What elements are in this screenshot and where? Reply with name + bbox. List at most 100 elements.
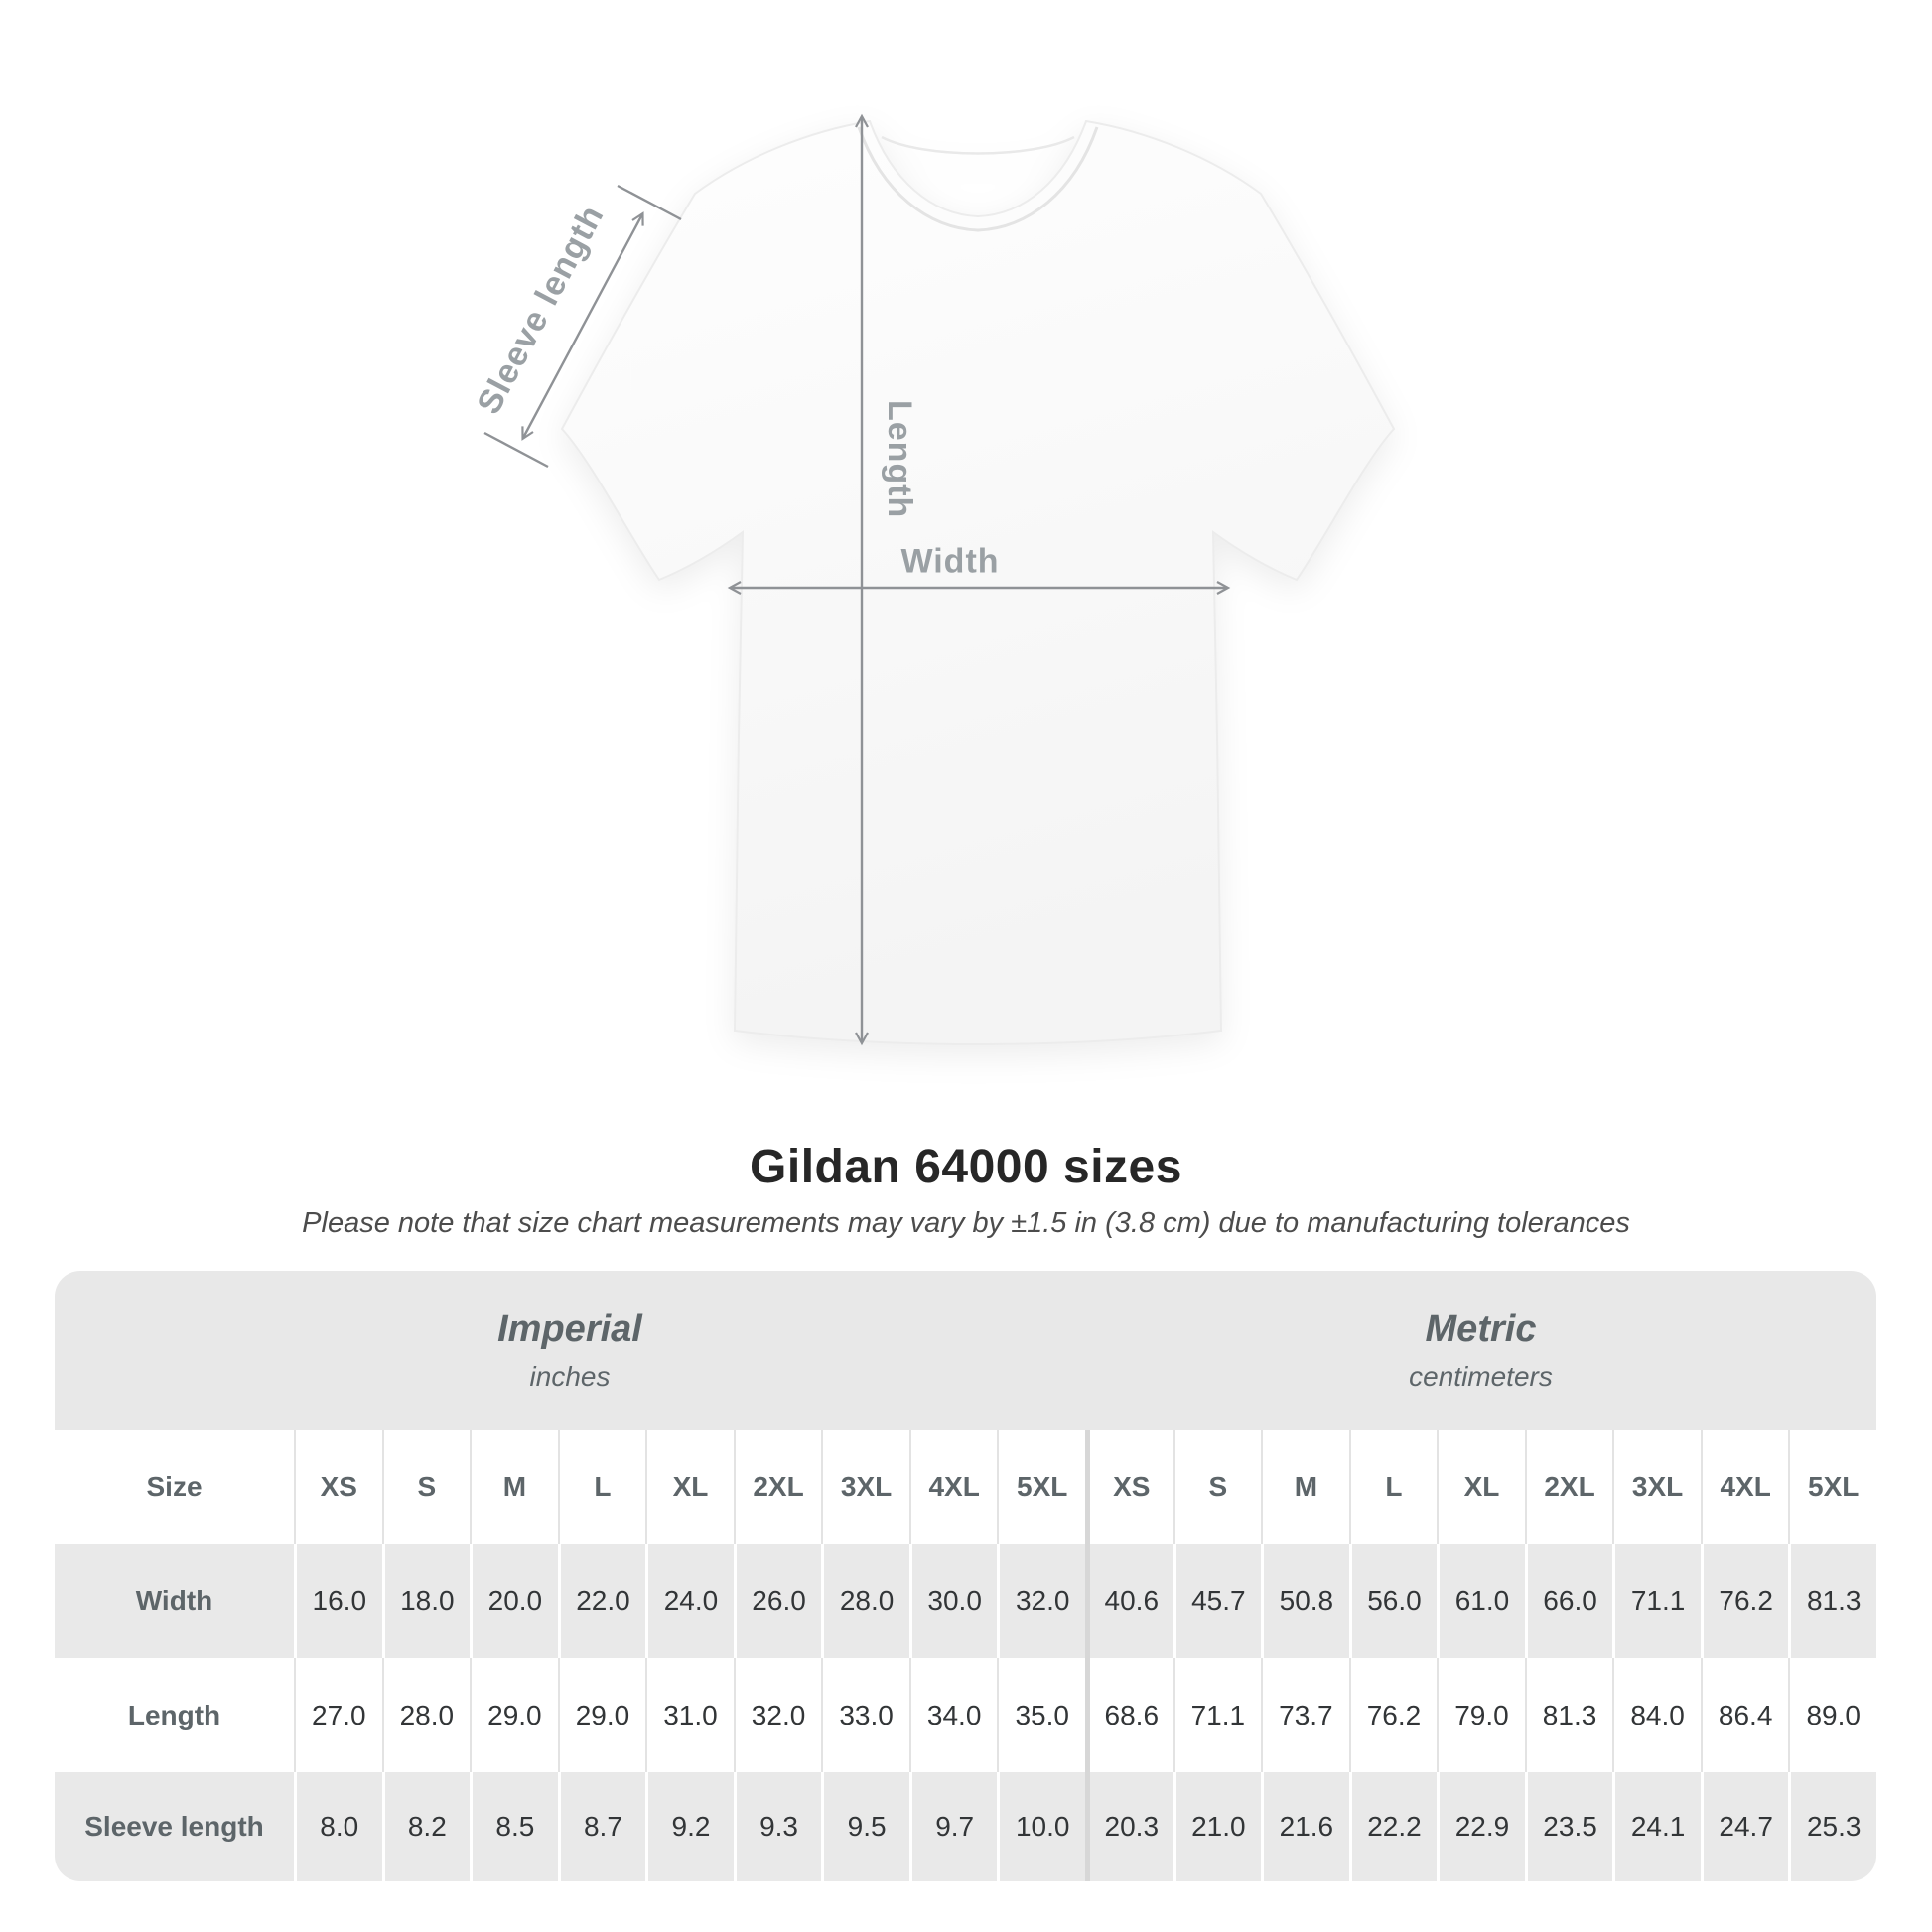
table-unit-header: Imperial inches Metric centimeters: [55, 1271, 1876, 1430]
value-cell: 24.7: [1700, 1772, 1789, 1881]
value-cell: 9.7: [908, 1772, 998, 1881]
value-cell: 32.0: [733, 1658, 822, 1772]
value-cell: 28.0: [381, 1658, 471, 1772]
value-cell: 24.0: [645, 1544, 734, 1658]
value-cell: 22.0: [557, 1544, 646, 1658]
tshirt-measurement-diagram: Sleeve length Length Width: [470, 113, 1396, 1046]
value-cell: 24.1: [1612, 1772, 1701, 1881]
value-cell: 8.0: [294, 1772, 382, 1881]
sleeve-dimension-line: [521, 211, 644, 441]
value-cell: 9.3: [733, 1772, 822, 1881]
row-label: Width: [135, 1585, 213, 1616]
value-cell: 40.6: [1085, 1544, 1173, 1658]
value-cell: 8.2: [381, 1772, 471, 1881]
value-cell: 25.3: [1788, 1772, 1876, 1881]
value-cell: 20.0: [470, 1544, 558, 1658]
size-col-header: 5XL: [997, 1430, 1085, 1544]
tshirt-image: [483, 113, 1396, 1046]
imperial-subtitle: inches: [529, 1360, 611, 1392]
dimension-lines: [483, 113, 1231, 1046]
size-col-header: M: [470, 1430, 558, 1544]
value-cell: 28.0: [821, 1544, 909, 1658]
value-cell: 21.0: [1173, 1772, 1262, 1881]
value-cell: 29.0: [557, 1658, 646, 1772]
sleeve-end-tick-top: [617, 184, 682, 221]
value-cell: 76.2: [1700, 1544, 1789, 1658]
value-cell: 22.9: [1437, 1772, 1525, 1881]
value-cell: 45.7: [1173, 1544, 1262, 1658]
table-header-metric: Metric centimeters: [1085, 1271, 1876, 1430]
page-title: Gildan 64000 sizes: [750, 1141, 1182, 1193]
value-cell: 50.8: [1261, 1544, 1349, 1658]
value-cell: 33.0: [821, 1658, 909, 1772]
value-cell: 81.3: [1524, 1658, 1613, 1772]
value-cell: 35.0: [997, 1658, 1085, 1772]
value-cell: 26.0: [733, 1544, 822, 1658]
value-cell: 71.1: [1612, 1544, 1701, 1658]
value-cell: 29.0: [470, 1658, 558, 1772]
value-cell: 8.7: [557, 1772, 646, 1881]
table-row-length: Length 27.0 28.0 29.0 29.0 31.0 32.0 33.…: [55, 1658, 1876, 1772]
collar-band: [857, 126, 1099, 232]
sleeve-end-tick-bottom: [483, 431, 549, 469]
size-row-label: Size: [146, 1470, 203, 1502]
value-cell: 66.0: [1524, 1544, 1613, 1658]
value-cell: 9.5: [821, 1772, 909, 1881]
value-cell: 61.0: [1437, 1544, 1525, 1658]
table-row-sizes: Size XS S M L XL 2XL 3XL 4XL 5XL XS S M …: [55, 1430, 1876, 1544]
size-col-header: M: [1261, 1430, 1349, 1544]
metric-title: Metric: [1425, 1308, 1537, 1350]
size-col-header: 2XL: [1524, 1430, 1613, 1544]
value-cell: 16.0: [294, 1544, 382, 1658]
value-cell: 8.5: [470, 1772, 558, 1881]
tolerance-note: Please note that size chart measurements…: [302, 1207, 1630, 1239]
collar-back: [881, 135, 1075, 155]
value-cell: 22.2: [1348, 1772, 1438, 1881]
value-cell: 32.0: [997, 1544, 1085, 1658]
value-cell: 71.1: [1173, 1658, 1262, 1772]
size-table: Imperial inches Metric centimeters Size …: [55, 1271, 1876, 1881]
value-cell: 84.0: [1612, 1658, 1701, 1772]
value-cell: 9.2: [645, 1772, 734, 1881]
imperial-title: Imperial: [497, 1308, 642, 1350]
size-col-header: 3XL: [821, 1430, 909, 1544]
row-label: Sleeve length: [84, 1811, 264, 1842]
size-col-header: XL: [1437, 1430, 1525, 1544]
value-cell: 27.0: [294, 1658, 382, 1772]
value-cell: 56.0: [1348, 1544, 1438, 1658]
value-cell: 34.0: [908, 1658, 998, 1772]
value-cell: 76.2: [1348, 1658, 1438, 1772]
size-col-header: L: [557, 1430, 646, 1544]
value-cell: 20.3: [1085, 1772, 1173, 1881]
size-col-header: 4XL: [908, 1430, 998, 1544]
value-cell: 73.7: [1261, 1658, 1349, 1772]
size-col-header: 4XL: [1700, 1430, 1789, 1544]
value-cell: 81.3: [1788, 1544, 1876, 1658]
value-cell: 31.0: [645, 1658, 734, 1772]
size-col-header: 2XL: [733, 1430, 822, 1544]
tshirt-silhouette: [560, 119, 1396, 1046]
metric-subtitle: centimeters: [1409, 1360, 1553, 1392]
table-row-width: Width 16.0 18.0 20.0 22.0 24.0 26.0 28.0…: [55, 1544, 1876, 1658]
value-cell: 18.0: [381, 1544, 471, 1658]
value-cell: 23.5: [1524, 1772, 1613, 1881]
value-cell: 68.6: [1085, 1658, 1173, 1772]
size-col-header: S: [381, 1430, 471, 1544]
size-col-header: 5XL: [1788, 1430, 1876, 1544]
table-header-imperial: Imperial inches: [55, 1271, 1085, 1430]
length-label: Length: [881, 400, 918, 519]
size-col-header: XS: [294, 1430, 382, 1544]
size-col-header: XL: [645, 1430, 734, 1544]
value-cell: 21.6: [1261, 1772, 1349, 1881]
size-col-header: L: [1348, 1430, 1438, 1544]
value-cell: 79.0: [1437, 1658, 1525, 1772]
value-cell: 86.4: [1700, 1658, 1789, 1772]
size-col-header: 3XL: [1612, 1430, 1701, 1544]
table-row-sleeve-length: Sleeve length 8.0 8.2 8.5 8.7 9.2 9.3 9.…: [55, 1772, 1876, 1881]
row-label: Length: [127, 1699, 221, 1730]
size-col-header: S: [1173, 1430, 1262, 1544]
value-cell: 89.0: [1788, 1658, 1876, 1772]
size-col-header: XS: [1085, 1430, 1173, 1544]
value-cell: 30.0: [908, 1544, 998, 1658]
